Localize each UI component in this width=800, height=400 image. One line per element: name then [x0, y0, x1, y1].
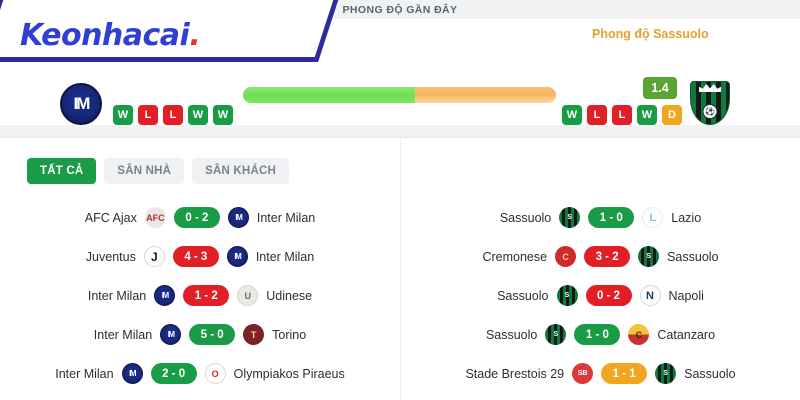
match-row[interactable]: Inter Milan IM 2 - 0 O Olympiakos Piraeus [0, 354, 400, 393]
away-team-logo-icon: S [655, 363, 677, 384]
match-home-team: Sassuolo [497, 288, 549, 303]
match-home-team: Inter Milan [55, 366, 114, 381]
match-row[interactable]: AFC Ajax AFC 0 - 2 IM Inter Milan [0, 198, 400, 237]
match-score-badge: 0 - 2 [173, 207, 220, 228]
match-score-badge: 0 - 2 [585, 285, 632, 306]
left-filter-tabs: TẤT CẢ SÂN NHÀ SÂN KHÁCH [27, 158, 289, 184]
right-form-badge-3: L [612, 105, 632, 125]
match-row[interactable]: Sassuolo S 0 - 2 N Napoli [401, 276, 800, 315]
match-home-team: Inter Milan [87, 288, 147, 303]
match-row[interactable]: Cremonese C 3 - 2 S Sassuolo [401, 237, 800, 276]
match-row[interactable]: Sassuolo S 1 - 0 L Lazio [401, 198, 800, 237]
match-row[interactable]: Juventus J 4 - 3 IM Inter Milan [0, 237, 400, 276]
left-form-badge-3: L [163, 105, 183, 125]
match-score-badge: 1 - 0 [574, 324, 621, 345]
match-score-badge: 1 - 0 [588, 207, 635, 228]
form-bar-left-segment [243, 87, 416, 103]
match-score-badge: 2 - 0 [150, 363, 197, 384]
away-team-logo-icon: C [628, 324, 650, 345]
right-form-badge-2: L [587, 105, 607, 125]
right-team-rating-badge: 1.4 [643, 77, 677, 99]
away-team-logo-icon: S [638, 246, 660, 267]
left-match-list: AFC Ajax AFC 0 - 2 IM Inter Milan Juventus J 4 … [0, 198, 400, 393]
form-comparison-panel: r Milan Phong độ Sassuolo IM ⚽ 1.4 WLLWW… [0, 19, 800, 125]
match-away-team: Sassuolo [684, 366, 736, 381]
match-away-team: Lazio [671, 210, 702, 225]
away-team-logo-icon: IM [227, 207, 249, 228]
match-away-team: Udinese [266, 288, 313, 303]
right-form-badge-5: D [662, 105, 682, 125]
home-team-logo-icon: IM [160, 324, 182, 345]
match-home-team: Stade Brestois 29 [465, 366, 565, 381]
tab-home-left[interactable]: SÂN NHÀ [104, 158, 185, 184]
home-team-logo-icon: J [143, 246, 165, 267]
home-team-logo-icon: S [559, 207, 581, 228]
match-score-badge: 4 - 3 [172, 246, 219, 267]
match-away-team: Olympiakos Piraeus [233, 366, 345, 381]
home-team-logo-icon: S [556, 285, 578, 306]
match-score-badge: 1 - 1 [601, 363, 648, 384]
left-team-crest: IM [60, 83, 102, 127]
brand-logo-dot: . [189, 18, 201, 53]
right-form-badge-4: W [637, 105, 657, 125]
match-home-team: Sassuolo [499, 210, 552, 225]
match-home-team: Juventus [85, 249, 136, 264]
section-divider-line [0, 137, 800, 138]
match-home-team: Sassuolo [485, 327, 538, 342]
match-row[interactable]: Stade Brestois 29 SB 1 - 1 S Sassuolo [401, 354, 800, 393]
match-home-team: AFC Ajax [84, 210, 137, 225]
inter-milan-logo-icon: IM [60, 83, 102, 125]
home-team-logo-icon: AFC [144, 207, 166, 228]
home-team-logo-icon: S [545, 324, 567, 345]
right-team-form-title: Phong độ Sassuolo [592, 27, 709, 41]
home-team-logo-icon: SB [572, 363, 594, 384]
home-team-logo-icon: IM [154, 285, 176, 306]
match-away-team: Napoli [668, 288, 704, 303]
football-icon: ⚽ [702, 104, 718, 119]
match-score-badge: 1 - 2 [183, 285, 230, 306]
match-row[interactable]: Inter Milan IM 1 - 2 U Udinese [0, 276, 400, 315]
section-divider [0, 125, 800, 137]
brand-logo-text: Keonhacai [20, 18, 190, 53]
match-home-team: Cremonese [482, 249, 548, 264]
form-bar-right-segment [415, 87, 556, 103]
match-row[interactable]: Sassuolo S 1 - 0 C Catanzaro [401, 315, 800, 354]
away-team-logo-icon: O [204, 363, 226, 384]
tab-all-left[interactable]: TẤT CẢ [27, 158, 97, 184]
match-away-team: Torino [272, 327, 307, 342]
left-form-badge-2: L [138, 105, 158, 125]
sassuolo-logo-icon: ⚽ [690, 81, 730, 125]
page-title: PHONG ĐỘ GẦN ĐÂY [342, 3, 458, 16]
away-team-logo-icon: L [642, 207, 664, 228]
right-form-badge-1: W [562, 105, 582, 125]
home-team-logo-icon: C [555, 246, 577, 267]
away-team-logo-icon: IM [226, 246, 248, 267]
left-team-column: TẤT CẢ SÂN NHÀ SÂN KHÁCH AFC Ajax AFC 0 - … [0, 138, 401, 400]
match-away-team: Inter Milan [255, 249, 315, 264]
right-team-crest: ⚽ [690, 81, 732, 125]
away-team-logo-icon: U [237, 285, 259, 306]
match-away-team: Sassuolo [667, 249, 719, 264]
home-team-logo-icon: IM [121, 363, 143, 384]
left-form-badge-5: W [213, 105, 233, 125]
match-score-badge: 5 - 0 [189, 324, 236, 345]
match-away-team: Inter Milan [256, 210, 316, 225]
away-team-logo-icon: T [243, 324, 265, 345]
form-comparison-bar [243, 87, 556, 103]
away-team-logo-icon: N [639, 285, 661, 306]
match-row[interactable]: Inter Milan IM 5 - 0 T Torino [0, 315, 400, 354]
right-match-list: Sassuolo S 1 - 0 L Lazio Cremonese C 3 - 2 S Sass… [401, 198, 800, 393]
left-form-badge-1: W [113, 105, 133, 125]
left-form-badge-4: W [188, 105, 208, 125]
match-away-team: Catanzaro [657, 327, 716, 342]
tab-away-left[interactable]: SÂN KHÁCH [192, 158, 289, 184]
crown-icon [699, 84, 721, 92]
brand-logo: Keonhacai. [20, 18, 201, 53]
match-home-team: Inter Milan [93, 327, 153, 342]
match-score-badge: 3 - 2 [584, 246, 631, 267]
